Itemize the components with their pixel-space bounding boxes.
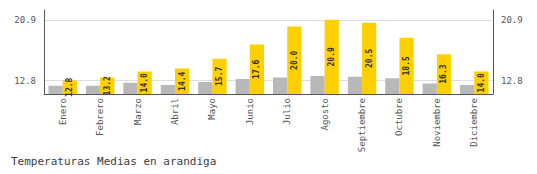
svg-text:Agosto: Agosto xyxy=(320,98,330,131)
svg-text:Febrero: Febrero xyxy=(95,98,105,136)
svg-text:20.5: 20.5 xyxy=(365,49,374,68)
svg-text:Octubre: Octubre xyxy=(394,98,404,136)
svg-text:Julio: Julio xyxy=(282,98,292,125)
svg-text:12.8: 12.8 xyxy=(14,76,36,86)
svg-text:Mayo: Mayo xyxy=(207,98,217,120)
svg-text:Marzo: Marzo xyxy=(133,98,143,125)
svg-text:Abril: Abril xyxy=(170,98,180,125)
svg-text:14.0: 14.0 xyxy=(140,73,149,92)
svg-text:14.0: 14.0 xyxy=(477,73,486,92)
svg-text:16.3: 16.3 xyxy=(439,64,448,83)
svg-text:Noviembre: Noviembre xyxy=(432,98,442,147)
svg-text:20.0: 20.0 xyxy=(290,50,299,69)
svg-text:12.8: 12.8 xyxy=(501,76,523,86)
svg-text:12.8: 12.8 xyxy=(65,77,74,96)
svg-text:17.6: 17.6 xyxy=(252,59,261,78)
svg-text:20.9: 20.9 xyxy=(327,47,336,66)
svg-text:Septiembre: Septiembre xyxy=(357,98,367,152)
svg-text:Junio: Junio xyxy=(245,98,255,125)
svg-text:15.7: 15.7 xyxy=(215,67,224,86)
svg-text:Temperaturas Medias en arandig: Temperaturas Medias en arandiga xyxy=(11,155,216,168)
svg-text:20.9: 20.9 xyxy=(14,15,36,25)
svg-text:Enero: Enero xyxy=(58,98,68,125)
svg-text:20.9: 20.9 xyxy=(501,15,523,25)
svg-text:18.5: 18.5 xyxy=(402,56,411,75)
svg-text:13.2: 13.2 xyxy=(103,76,112,95)
svg-text:Diciembre: Diciembre xyxy=(469,98,479,147)
svg-text:14.4: 14.4 xyxy=(178,71,187,90)
